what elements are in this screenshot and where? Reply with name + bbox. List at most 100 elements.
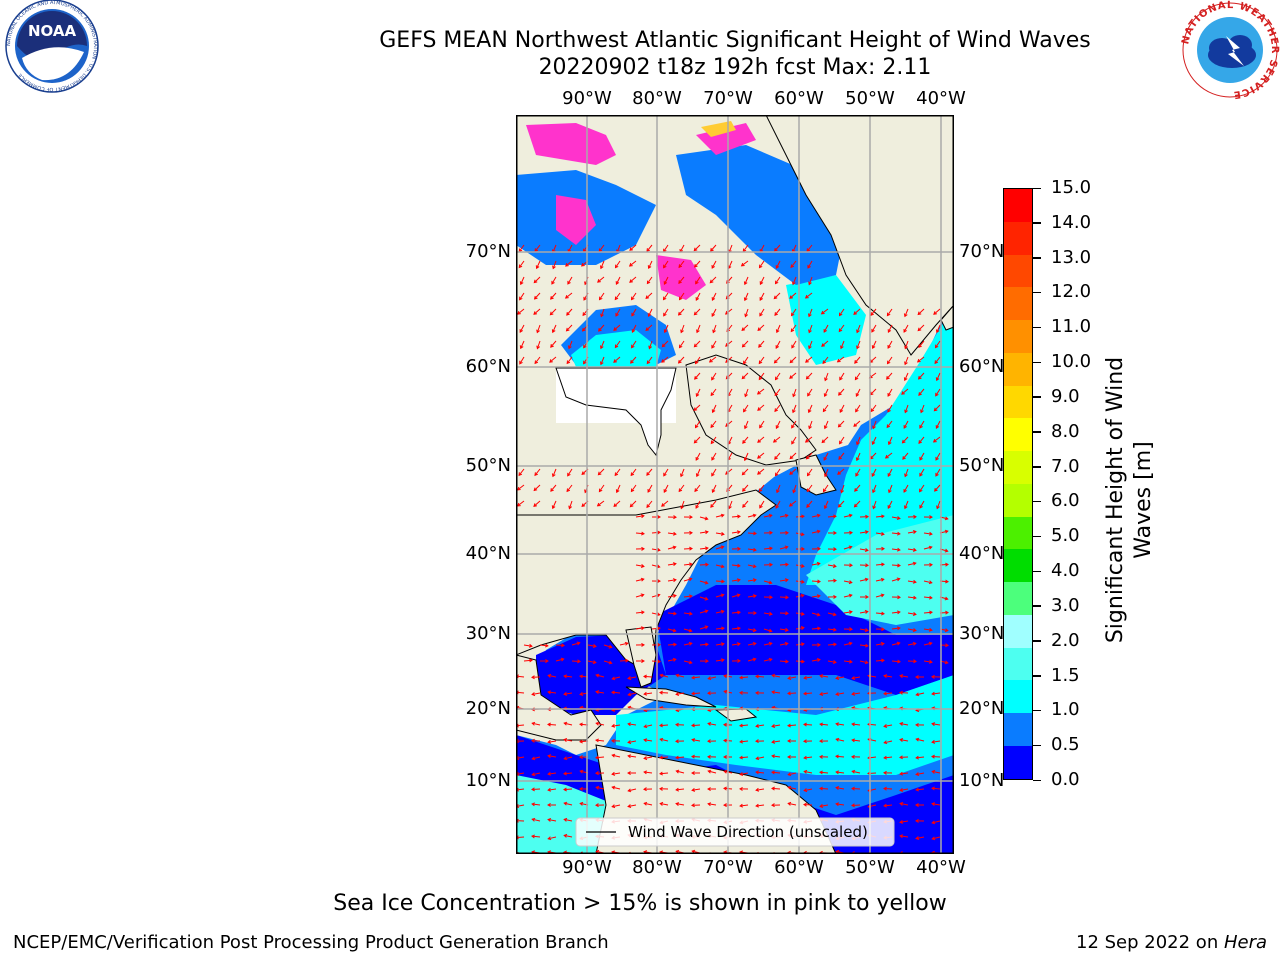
wave-direction-arrowhead <box>531 721 536 726</box>
colorbar <box>1003 188 1033 780</box>
wave-direction-arrowhead <box>567 472 571 477</box>
wave-direction-arrowhead <box>551 280 555 285</box>
wave-direction-arrow <box>644 739 653 742</box>
colorbar-tick-mark <box>1033 675 1041 677</box>
wave-direction-arrow <box>531 835 541 838</box>
wave-direction-arrowhead <box>917 375 922 380</box>
wave-direction-arrow <box>872 436 877 445</box>
wave-direction-arrowhead <box>899 802 904 806</box>
wave-direction-arrowhead <box>853 503 858 508</box>
wave-direction-arrowhead <box>708 358 713 363</box>
wave-direction-arrowhead <box>550 488 554 492</box>
wave-direction-arrowhead <box>663 489 668 493</box>
wave-direction-arrow <box>807 468 813 476</box>
wave-direction-arrow <box>759 244 765 253</box>
wave-direction-arrowhead <box>547 722 551 727</box>
wave-direction-arrowhead <box>904 473 908 478</box>
wave-direction-arrow <box>836 787 845 790</box>
wave-direction-arrow <box>725 468 733 475</box>
wave-direction-arrowhead <box>695 473 700 478</box>
wave-direction-arrowhead <box>561 643 565 648</box>
colorbar-tick-label: 8.0 <box>1051 420 1080 442</box>
wave-direction-arrow <box>694 308 701 316</box>
wave-direction-arrow <box>615 308 621 317</box>
wave-direction-arrow <box>741 372 749 379</box>
wave-direction-arrowhead <box>551 473 556 478</box>
wave-direction-arrow <box>711 260 717 269</box>
wave-direction-arrowhead <box>833 547 837 552</box>
wave-direction-arrowhead <box>693 311 698 316</box>
wave-direction-arrow <box>806 372 813 380</box>
wave-direction-arrow <box>936 324 941 333</box>
wave-direction-arrow <box>820 692 829 695</box>
wave-direction-arrow <box>646 468 653 476</box>
wave-direction-arrowhead <box>752 641 757 646</box>
colorbar-band <box>1004 254 1032 288</box>
wave-direction-arrowhead <box>883 740 888 745</box>
wave-direction-arrow <box>774 404 781 412</box>
wave-direction-arrow <box>759 276 765 285</box>
wave-direction-arrowhead <box>533 503 538 507</box>
wave-direction-arrow <box>742 500 749 508</box>
wave-direction-arrowhead <box>711 472 715 477</box>
wave-direction-arrow <box>836 676 845 679</box>
wave-direction-arrow <box>731 515 741 518</box>
wave-direction-arrowhead <box>579 674 583 679</box>
wave-direction-arrow <box>694 260 701 268</box>
wave-direction-arrow <box>712 404 717 413</box>
wave-direction-arrow <box>715 580 725 583</box>
wave-direction-arrow <box>613 356 621 363</box>
wave-direction-arrowhead <box>711 376 715 381</box>
wave-direction-arrow <box>695 500 701 509</box>
wave-direction-arrowhead <box>912 530 917 534</box>
wave-direction-arrowhead <box>640 531 645 536</box>
wave-direction-arrowhead <box>614 296 619 301</box>
wave-direction-arrow <box>935 388 941 397</box>
wave-direction-arrow <box>932 836 941 840</box>
wave-direction-arrow <box>870 404 877 412</box>
wave-direction-arrowhead <box>688 641 693 646</box>
wave-direction-arrowhead <box>657 514 661 519</box>
wave-direction-arrow <box>935 468 941 477</box>
wave-direction-arrowhead <box>864 530 869 534</box>
wave-direction-arrowhead <box>800 564 805 568</box>
wave-direction-arrowhead <box>790 264 795 269</box>
wave-direction-arrow <box>555 644 565 646</box>
colorbar-tick-mark <box>1033 570 1041 573</box>
wave-direction-arrowhead <box>864 548 869 552</box>
wave-direction-arrowhead <box>720 609 725 614</box>
wave-direction-arrowhead <box>519 329 524 333</box>
wave-direction-arrow <box>708 770 717 774</box>
wave-direction-arrow <box>870 308 877 316</box>
wave-direction-arrow <box>523 659 533 662</box>
wave-direction-arrow <box>596 786 605 790</box>
wave-direction-arrowhead <box>817 626 821 631</box>
wave-direction-arrowhead <box>933 407 938 412</box>
wave-direction-arrowhead <box>579 722 583 727</box>
wave-direction-arrowhead <box>800 514 805 519</box>
wave-direction-arrow <box>823 484 829 492</box>
wave-direction-arrow <box>779 596 789 598</box>
wave-direction-arrow <box>819 787 829 790</box>
wave-direction-arrow <box>564 756 573 760</box>
wave-direction-arrowhead <box>663 472 667 477</box>
wave-direction-arrow <box>731 579 740 582</box>
wave-direction-arrowhead <box>801 546 805 551</box>
wave-direction-arrow <box>852 723 861 726</box>
wave-direction-arrowhead <box>804 294 809 299</box>
wave-direction-arrow <box>887 388 893 397</box>
wave-direction-arrow <box>631 324 637 333</box>
wave-direction-arrow <box>804 788 813 792</box>
wave-direction-arrow <box>907 562 916 566</box>
wave-direction-arrow <box>600 260 605 269</box>
wave-direction-arrowhead <box>755 690 759 695</box>
wave-direction-arrow <box>727 436 733 445</box>
wave-direction-arrow <box>679 244 685 253</box>
wave-direction-arrowhead <box>624 641 629 646</box>
colorbar-tick-label: 11.0 <box>1051 316 1092 338</box>
wave-direction-arrowhead <box>688 577 693 582</box>
wave-direction-arrowhead <box>816 594 821 599</box>
wave-direction-arrow <box>710 436 717 444</box>
wave-direction-arrowhead <box>743 408 747 413</box>
wave-direction-arrowhead <box>787 723 791 728</box>
